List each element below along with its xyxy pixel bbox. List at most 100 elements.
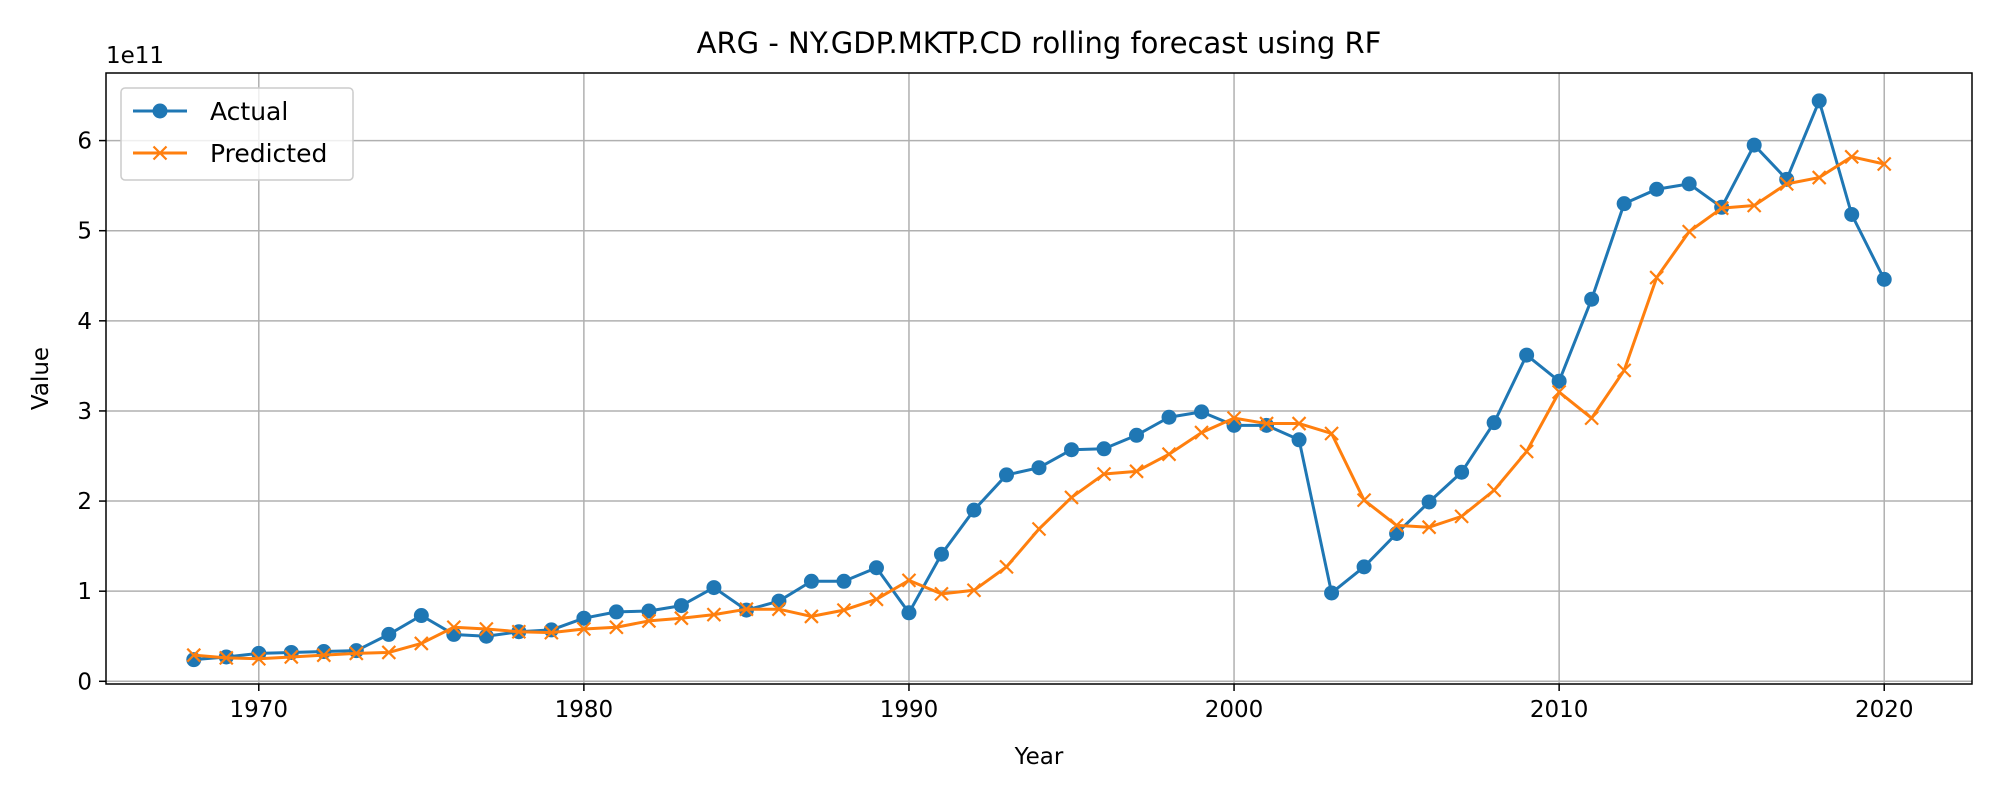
- data-point-predicted: [641, 613, 657, 629]
- data-point-predicted: [479, 621, 494, 637]
- data-point-predicted: [1551, 384, 1567, 400]
- data-point-predicted: [1129, 464, 1144, 479]
- data-point-predicted: [381, 645, 397, 660]
- data-point-actual: [1194, 404, 1210, 420]
- data-point-predicted: [836, 602, 852, 618]
- x-tick-label: 2010: [1530, 697, 1589, 723]
- legend: Actual Predicted: [120, 87, 354, 181]
- plot-frame: [105, 72, 1973, 685]
- legend-marker: [152, 103, 168, 119]
- grid: [106, 73, 1972, 684]
- plot-area: [186, 93, 1892, 668]
- data-point-actual: [1876, 271, 1892, 287]
- data-point-predicted: [1031, 521, 1047, 537]
- data-point-actual: [1421, 494, 1437, 510]
- data-point-predicted: [1259, 416, 1274, 431]
- data-point-predicted: [414, 636, 429, 651]
- data-point-actual: [1649, 181, 1665, 197]
- series-predicted: [186, 149, 1892, 667]
- data-point-actual: [673, 598, 689, 614]
- data-point-predicted: [284, 649, 299, 665]
- data-point-predicted: [1291, 416, 1307, 431]
- y-tick-label: 0: [77, 669, 92, 695]
- data-point-actual: [706, 580, 722, 596]
- data-point-actual: [1551, 373, 1567, 389]
- series-line-actual: [193, 99, 1886, 662]
- data-point-predicted: [1746, 198, 1762, 213]
- data-point-predicted: [1714, 200, 1729, 216]
- data-point-predicted: [576, 621, 592, 637]
- data-point-predicted: [1454, 509, 1469, 524]
- data-point-actual: [1129, 427, 1145, 443]
- data-point-predicted: [186, 647, 202, 663]
- data-point-predicted: [1324, 426, 1339, 441]
- data-point-predicted: [1649, 270, 1664, 285]
- data-point-actual: [1259, 417, 1275, 433]
- data-point-predicted: [771, 601, 787, 617]
- x-tick-label: 1990: [880, 697, 939, 723]
- data-point-actual: [803, 573, 819, 589]
- data-point-predicted: [869, 592, 884, 607]
- y-tick-label: 4: [77, 309, 92, 335]
- data-point-predicted: [1064, 490, 1079, 505]
- data-point-predicted: [1356, 492, 1372, 508]
- data-point-actual: [381, 626, 397, 642]
- legend-label: Predicted: [210, 139, 327, 168]
- y-tick-label: 1: [77, 579, 92, 605]
- data-point-predicted: [1811, 170, 1827, 185]
- data-point-actual: [998, 467, 1014, 483]
- data-point-predicted: [1616, 363, 1632, 378]
- data-point-actual: [576, 610, 592, 626]
- data-point-predicted: [1584, 410, 1599, 426]
- data-point-predicted: [349, 646, 364, 661]
- legend-label: Actual: [210, 97, 288, 126]
- data-point-actual: [1291, 432, 1307, 448]
- data-point-actual: [478, 628, 494, 644]
- data-point-actual: [1486, 415, 1502, 431]
- data-point-actual: [348, 643, 364, 659]
- data-point-actual: [836, 573, 852, 589]
- data-point-actual: [901, 605, 917, 621]
- data-point-actual: [543, 622, 559, 638]
- chart-title: ARG - NY.GDP.MKTP.CD rolling forecast us…: [697, 26, 1382, 60]
- series-actual: [186, 93, 1892, 668]
- data-point-predicted: [901, 573, 917, 588]
- data-point-actual: [1811, 93, 1827, 109]
- data-point-actual: [1161, 409, 1177, 425]
- data-point-actual: [1746, 137, 1762, 153]
- data-point-actual: [1096, 441, 1112, 457]
- data-point-predicted: [446, 619, 462, 635]
- data-point-actual: [1324, 585, 1340, 601]
- y-axis-offset-label: 1e11: [106, 43, 164, 69]
- data-point-actual: [1031, 460, 1047, 476]
- data-point-predicted: [934, 586, 949, 602]
- x-tick-label: 1980: [555, 697, 614, 723]
- x-tick-label: 2000: [1205, 697, 1264, 723]
- data-point-predicted: [544, 625, 559, 640]
- data-point-actual: [641, 603, 657, 619]
- axes-ticks: 1970 1980 1990 2000 2010 2020 0 1 2 3 4 5 6: [77, 129, 1913, 723]
- series-line-predicted: [193, 155, 1885, 661]
- y-tick-label: 2: [77, 489, 92, 515]
- legend-marker: [152, 145, 168, 161]
- data-point-predicted: [739, 601, 754, 617]
- data-point-predicted: [706, 607, 722, 622]
- data-point-predicted: [1161, 446, 1177, 462]
- data-point-predicted: [1519, 444, 1534, 459]
- legend-item-actual: Actual: [133, 97, 288, 126]
- y-tick-label: 5: [77, 219, 92, 245]
- data-point-predicted: [511, 624, 527, 640]
- y-tick-label: 3: [77, 399, 92, 425]
- data-point-predicted: [674, 610, 689, 626]
- data-point-predicted: [1096, 466, 1112, 482]
- data-point-actual: [1519, 347, 1535, 363]
- data-point-actual: [1616, 196, 1632, 212]
- data-point-predicted: [251, 651, 267, 667]
- data-point-actual: [608, 604, 624, 620]
- data-point-predicted: [1486, 482, 1502, 498]
- data-point-predicted: [1876, 156, 1892, 172]
- data-point-predicted: [1779, 176, 1794, 192]
- data-point-predicted: [316, 647, 332, 663]
